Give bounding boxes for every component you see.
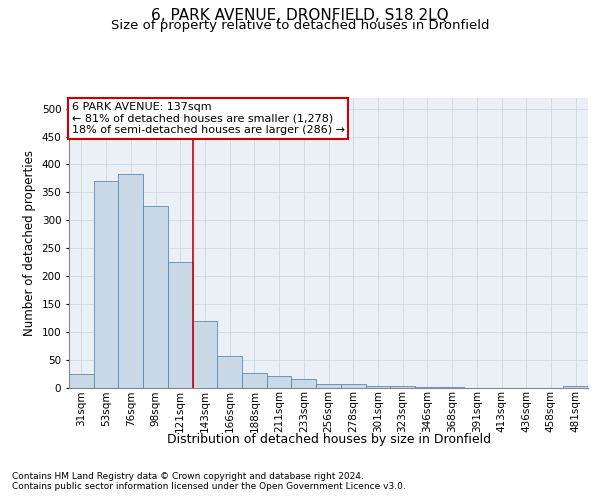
Text: Distribution of detached houses by size in Dronfield: Distribution of detached houses by size … xyxy=(167,432,491,446)
Bar xyxy=(217,356,242,388)
Bar xyxy=(563,386,588,388)
Text: 6 PARK AVENUE: 137sqm
← 81% of detached houses are smaller (1,278)
18% of semi-d: 6 PARK AVENUE: 137sqm ← 81% of detached … xyxy=(71,102,344,135)
Bar xyxy=(118,174,143,388)
Bar xyxy=(390,386,415,388)
Bar xyxy=(69,374,94,388)
Bar xyxy=(143,206,168,388)
Text: 6, PARK AVENUE, DRONFIELD, S18 2LQ: 6, PARK AVENUE, DRONFIELD, S18 2LQ xyxy=(151,8,449,22)
Bar xyxy=(193,320,217,388)
Text: Size of property relative to detached houses in Dronfield: Size of property relative to detached ho… xyxy=(111,19,489,32)
Y-axis label: Number of detached properties: Number of detached properties xyxy=(23,150,36,336)
Text: Contains HM Land Registry data © Crown copyright and database right 2024.: Contains HM Land Registry data © Crown c… xyxy=(12,472,364,481)
Bar xyxy=(415,387,440,388)
Bar xyxy=(267,376,292,388)
Bar xyxy=(341,384,365,388)
Bar xyxy=(365,386,390,388)
Bar xyxy=(242,373,267,388)
Bar xyxy=(168,262,193,388)
Text: Contains public sector information licensed under the Open Government Licence v3: Contains public sector information licen… xyxy=(12,482,406,491)
Bar xyxy=(316,384,341,388)
Bar xyxy=(292,378,316,388)
Bar xyxy=(440,387,464,388)
Bar xyxy=(94,181,118,388)
